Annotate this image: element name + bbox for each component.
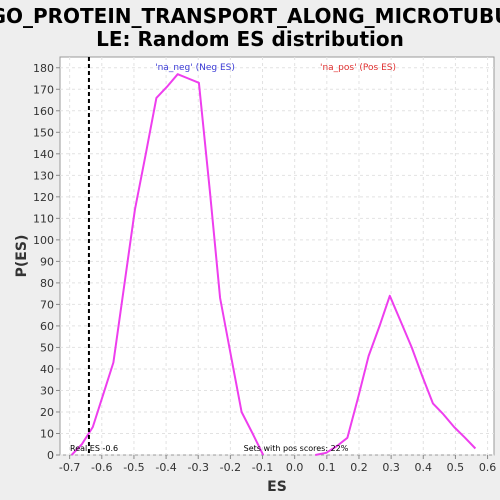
y-tick-label: 90 xyxy=(40,255,54,268)
y-tick-label: 10 xyxy=(40,427,54,440)
plot-area xyxy=(59,56,495,456)
annotations: Real ES -0.6 Sets with pos scores: 22% xyxy=(70,57,349,455)
chart-title-line2: LE: Random ES distribution xyxy=(96,27,404,51)
x-tick-label: -0.1 xyxy=(252,461,273,474)
y-tick-label: 110 xyxy=(33,212,54,225)
x-tick-label: -0.3 xyxy=(188,461,209,474)
y-tick-label: 0 xyxy=(47,449,54,462)
legend-neg-label: 'na_neg' (Neg ES) xyxy=(155,63,235,73)
series-na-pos-line xyxy=(315,294,477,456)
x-tick-label: -0.6 xyxy=(91,461,112,474)
x-tick-label: 0.4 xyxy=(415,461,433,474)
x-tick-label: 0.1 xyxy=(318,461,336,474)
y-axis-label: P(ES) xyxy=(14,235,30,278)
y-tick-label: 180 xyxy=(33,62,54,75)
pos-scores-label: Sets with pos scores: 22% xyxy=(244,444,349,453)
y-tick-label: 160 xyxy=(33,105,54,118)
x-tick-label: 0.5 xyxy=(447,461,465,474)
x-tick-label: -0.7 xyxy=(59,461,80,474)
legend-pos-label: 'na_pos' (Pos ES) xyxy=(320,63,396,73)
x-tick-label: 0.3 xyxy=(382,461,400,474)
x-tick-label: -0.4 xyxy=(155,461,176,474)
y-tick-label: 50 xyxy=(40,341,54,354)
y-tick-label: 80 xyxy=(40,277,54,290)
series-na-neg-line xyxy=(70,73,265,456)
y-tick-label: 130 xyxy=(33,169,54,182)
x-axis-label: ES xyxy=(267,479,287,495)
y-tick-label: 20 xyxy=(40,406,54,419)
x-tick-label: -0.5 xyxy=(123,461,144,474)
series-layer xyxy=(70,73,477,456)
y-tick-label: 150 xyxy=(33,126,54,139)
y-tick-label: 170 xyxy=(33,83,54,96)
y-tick-label: 30 xyxy=(40,384,54,397)
y-tick-label: 40 xyxy=(40,363,54,376)
chart-title-line1: GO_PROTEIN_TRANSPORT_ALONG_MICROTUBU xyxy=(0,4,500,28)
x-tick-label: 0.6 xyxy=(479,461,497,474)
y-tick-label: 100 xyxy=(33,234,54,247)
y-tick-label: 120 xyxy=(33,191,54,204)
x-tick-label: 0.2 xyxy=(350,461,368,474)
x-tick-label: 0.0 xyxy=(286,461,304,474)
x-tick-label: -0.2 xyxy=(220,461,241,474)
grid xyxy=(60,57,494,456)
y-tick-label: 140 xyxy=(33,148,54,161)
real-es-label: Real ES -0.6 xyxy=(70,444,118,453)
y-tick-label: 60 xyxy=(40,320,54,333)
y-tick-label: 70 xyxy=(40,298,54,311)
axes: 0 10 20 30 40 50 60 70 80 90 100 110 120 130 140 150 160… xyxy=(33,62,496,474)
